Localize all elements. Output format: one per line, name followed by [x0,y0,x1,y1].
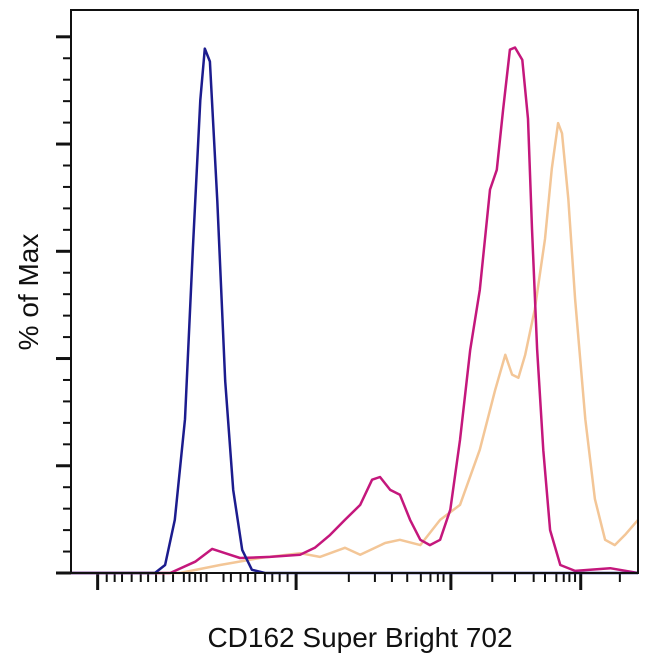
plot-frame [70,9,639,574]
series-line-control [71,47,638,575]
series-line-stained [71,46,639,575]
x-axis-label: CD162 Super Bright 702 [207,622,512,653]
series-lines [71,46,639,575]
y-axis-label: % of Max [13,234,44,351]
axis-ticks [56,35,621,590]
series-line-stained-2 [71,121,639,575]
